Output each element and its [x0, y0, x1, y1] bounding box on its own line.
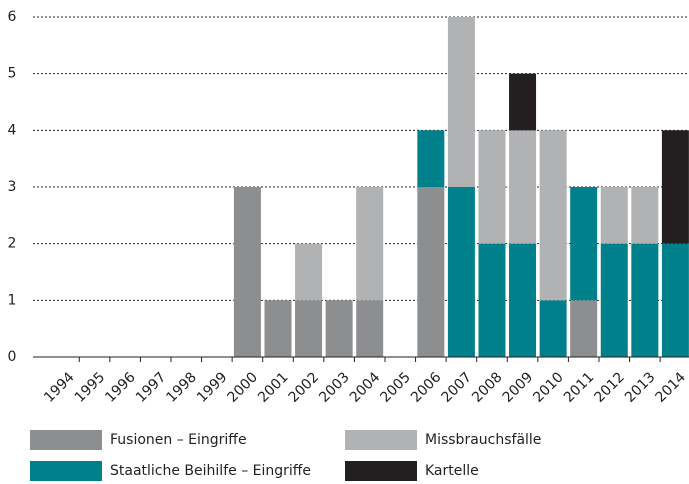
bar-segment — [661, 243, 689, 357]
bar-segment — [325, 300, 353, 357]
legend-swatch — [345, 461, 417, 481]
x-tick-label: 2002 — [286, 369, 323, 406]
y-tick-label: 2 — [8, 236, 17, 252]
bar-segment — [570, 187, 598, 301]
bar-segment — [417, 130, 445, 187]
bar-segment — [447, 187, 475, 357]
bar-segment — [600, 243, 628, 357]
legend-label: Staatliche Beihilfe – Eingriffe — [110, 463, 311, 479]
x-tick-label: 2007 — [439, 369, 476, 406]
bar-segment — [539, 130, 567, 301]
x-tick-label: 1995 — [72, 369, 109, 406]
bar-segment — [631, 243, 659, 357]
x-tick-label: 2014 — [653, 369, 689, 406]
bar-segment — [509, 130, 537, 244]
bar-segment — [570, 300, 598, 357]
x-tick-label: 2012 — [591, 369, 628, 406]
x-tick-label: 1999 — [194, 369, 231, 406]
bar-segment — [600, 187, 628, 244]
x-tick-label: 2004 — [347, 369, 384, 406]
bar-segment — [509, 73, 537, 131]
bar-segment — [661, 130, 689, 244]
bar-segment — [356, 187, 384, 301]
legend-label: Fusionen – Eingriffe — [110, 432, 247, 448]
x-tick-label: 2013 — [622, 369, 659, 406]
x-tick-label: 2006 — [408, 369, 445, 406]
x-tick-label: 2010 — [530, 369, 567, 406]
bar-segment — [417, 187, 445, 357]
bar-segment — [295, 300, 323, 357]
bar-segment — [295, 243, 323, 301]
x-tick-label: 2011 — [561, 369, 598, 406]
x-tick-label: 1997 — [133, 369, 170, 406]
legend-label: Missbrauchsfälle — [425, 432, 541, 448]
y-tick-label: 5 — [8, 66, 17, 82]
x-tick-label: 1998 — [163, 369, 200, 406]
x-tick-label: 1996 — [102, 369, 139, 406]
x-tick-label: 2000 — [225, 369, 262, 406]
bar-segment — [233, 187, 261, 357]
x-tick-label: 2003 — [316, 369, 353, 406]
y-tick-label: 6 — [8, 9, 17, 25]
legend-swatch — [345, 430, 417, 450]
x-tick-label: 2008 — [469, 369, 506, 406]
y-tick-label: 4 — [8, 122, 17, 138]
legend-swatch — [30, 430, 102, 450]
bar-segment — [478, 130, 506, 244]
bar-segment — [539, 300, 567, 357]
x-tick-label: 2005 — [377, 369, 414, 406]
bar-segment — [356, 300, 384, 357]
bar-segment — [631, 187, 659, 244]
y-tick-label: 1 — [8, 292, 17, 308]
y-tick-label: 0 — [8, 349, 17, 365]
bar-segment — [264, 300, 292, 357]
y-tick-label: 3 — [8, 179, 17, 195]
bar-segment — [447, 17, 475, 187]
x-tick-label: 2001 — [255, 369, 292, 406]
bar-segment — [478, 243, 506, 357]
legend-swatch — [30, 461, 102, 481]
legend-label: Kartelle — [425, 463, 479, 479]
x-tick-label: 2009 — [500, 369, 537, 406]
x-tick-label: 1994 — [41, 369, 78, 406]
bar-segment — [509, 243, 537, 357]
